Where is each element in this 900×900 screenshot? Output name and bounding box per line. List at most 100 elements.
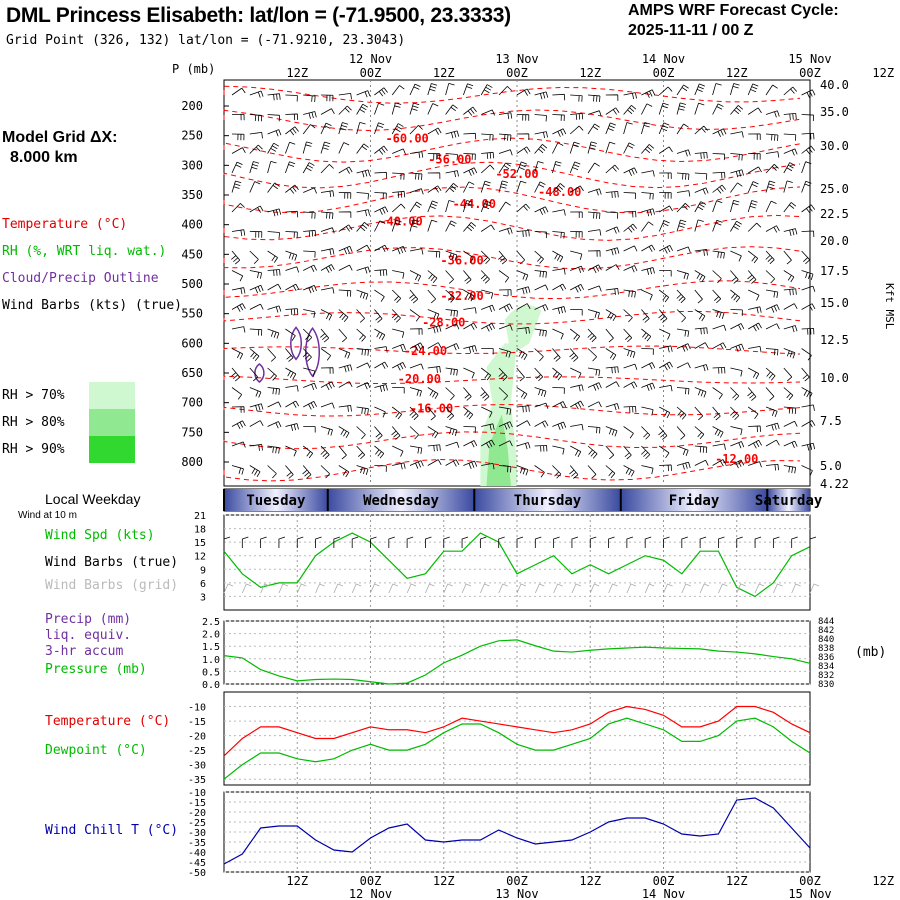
wind-barb-236 [320,227,335,234]
wind-barb-287 [641,244,656,252]
wind-barb-543 [498,406,512,415]
wind-barb-385 [623,309,633,323]
wind-barb-618 [658,445,670,459]
wind-barb-509 [480,387,490,401]
temp-contour-line-4 [223,186,801,214]
wind-barb-130 [783,148,798,156]
wind-barb-283 [570,250,583,260]
bottom-date-1: 13 Nov [495,887,538,900]
wind-barb-409 [463,322,478,330]
cloud-outline-0 [254,363,265,383]
bottom-tick-5: 00Z [653,874,675,888]
rh90-swatch [89,436,135,463]
wind-barb-493 [783,367,793,382]
sfc-barb-grid-12 [443,583,453,594]
wind-barb-93 [712,128,727,137]
wind-barb-89 [641,122,651,135]
wind-barb-628 [249,465,261,478]
wind-barb-198 [231,203,245,213]
sfc-barb-grid-14 [480,583,490,594]
wind-barb-11 [427,83,438,96]
wind-barb-271 [356,244,371,252]
wind-barb-219 [605,211,619,219]
legend-wind-speed: Wind Spd (kts) [45,528,155,543]
sfc-barb-true-25 [681,536,688,548]
wind-barb-433 [302,348,312,362]
temp-contour-line-0 [223,85,801,104]
wind-barb-352 [623,289,636,298]
wind-barb-643 [516,465,529,476]
wind-barb-376 [463,307,477,314]
wind-barb-227 [747,200,758,213]
wind-barb-621 [712,443,726,450]
sfc-barb-true-2 [260,536,267,548]
wind-barb-136 [302,162,315,174]
wind-tick-2: 9 [200,565,206,576]
weekday-cell-2 [474,489,621,511]
wind-barb-332 [267,283,282,291]
wind-barb-32 [801,89,816,98]
wind-barb-177 [445,183,459,193]
wind-barb-125 [694,151,708,159]
wind-barb-478 [516,367,525,382]
wind-barb-76 [409,125,423,135]
sfc-barb-grid-16 [516,583,527,594]
top-date-1: 13 Nov [495,52,538,66]
sfc-barb-grid-6 [333,583,344,594]
wind-barb-303 [338,264,353,271]
wind-barb-308 [427,270,438,284]
wind-barb-504 [392,387,405,394]
wind-barb-423 [712,324,727,331]
wind-barb-487 [676,362,691,369]
wind-barb-273 [392,245,406,255]
legend-wind-barbs-true: Wind Barbs (true) [45,555,179,570]
sfc-barb-true-26 [699,536,707,548]
sfc-barb-true-13 [461,536,469,548]
wind-barb-357 [712,289,722,304]
bottom-date-2: 14 Nov [642,887,685,900]
wind-barb-432 [285,348,294,362]
pressure-line [223,639,811,685]
page-title: DML Princess Elisabeth: lat/lon = (-71.9… [6,4,511,27]
wind-barb-121 [623,142,635,154]
wind-barb-455 [694,342,709,349]
wind-barb-623 [748,439,762,449]
wind-barb-601 [356,445,366,460]
wind-barb-132 [231,161,243,174]
wind-barb-540 [445,406,455,421]
sfc-barb-grid-30 [773,583,783,594]
wind-barb-416 [587,328,597,343]
wind-barb-554 [694,406,704,421]
wind-barb-240 [391,219,402,232]
wind-barb-21 [605,94,619,101]
wind-barb-192 [712,184,727,194]
wind-barb-473 [427,366,441,373]
wind-barb-405 [392,328,405,338]
wind-barb-634 [356,465,369,475]
wind-barb-2 [267,93,281,101]
sfc-barb-true-28 [736,536,743,548]
kft-tick-0: 40.0 [820,78,849,92]
wind-barb-77 [427,127,442,135]
sfc-barb-true-31 [791,536,798,548]
wind-barb-7 [356,90,371,98]
wind-barb-297 [231,270,244,282]
wind-barb-573 [445,426,458,436]
wind-barb-586 [676,426,686,440]
wind-barb-40 [356,103,369,115]
wind-barb-5 [320,94,334,102]
wind-barb-619 [676,445,689,457]
wind-barb-651 [659,464,672,472]
wind-barb-53 [587,110,602,117]
wind-barb-431 [267,348,276,362]
wind-barb-141 [392,172,405,180]
wind-barb-336 [338,289,352,297]
wind-barb-46 [463,106,477,116]
wind-barb-338 [374,289,385,302]
wind-barb-169 [303,187,317,194]
weekday-sub: Wind at 10 m [18,510,77,521]
wind-barb-128 [748,153,761,160]
wind-barb-456 [712,342,727,350]
sfc-barb-true-20 [589,536,597,548]
wind-barb-268 [303,250,316,258]
